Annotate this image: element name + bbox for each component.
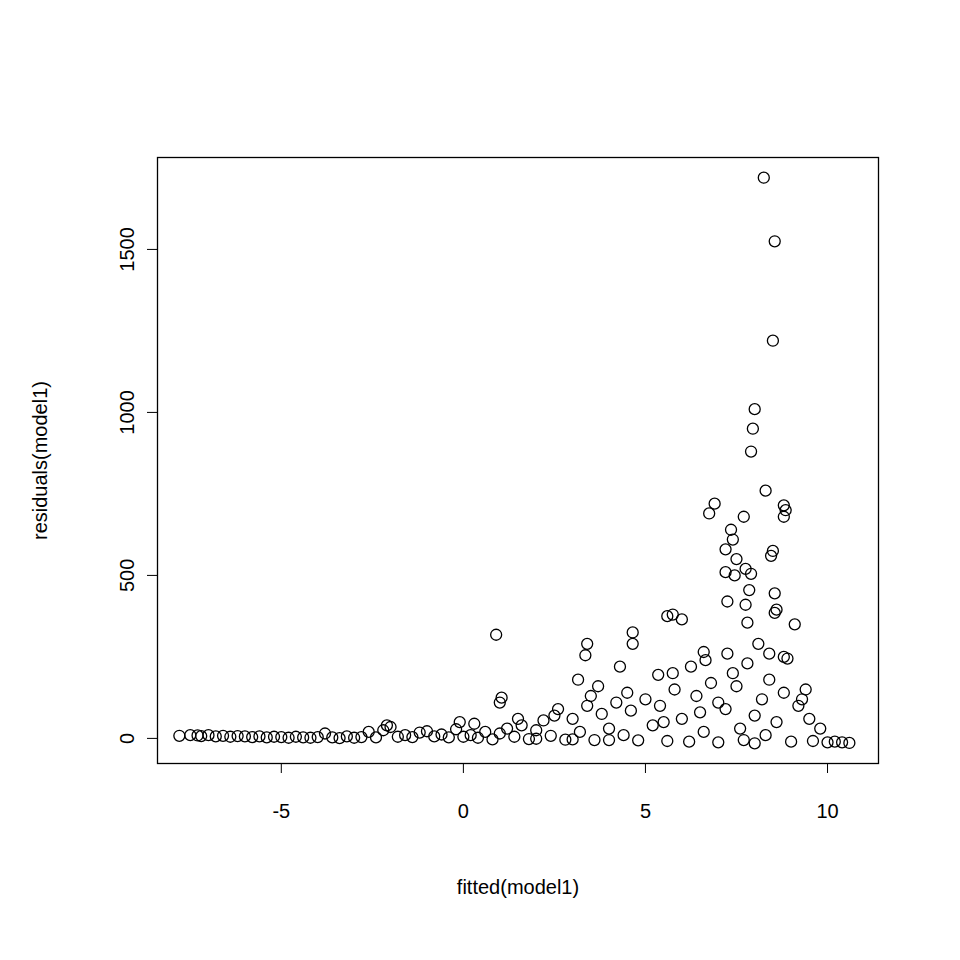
svg-text:10: 10 bbox=[816, 800, 838, 822]
svg-text:-5: -5 bbox=[272, 800, 290, 822]
svg-text:5: 5 bbox=[640, 800, 651, 822]
svg-text:1500: 1500 bbox=[116, 227, 138, 272]
svg-text:0: 0 bbox=[116, 733, 138, 744]
svg-text:500: 500 bbox=[116, 559, 138, 592]
svg-text:residuals(model1): residuals(model1) bbox=[29, 381, 51, 540]
svg-text:1000: 1000 bbox=[116, 390, 138, 435]
svg-text:0: 0 bbox=[458, 800, 469, 822]
svg-text:fitted(model1): fitted(model1) bbox=[457, 876, 579, 898]
